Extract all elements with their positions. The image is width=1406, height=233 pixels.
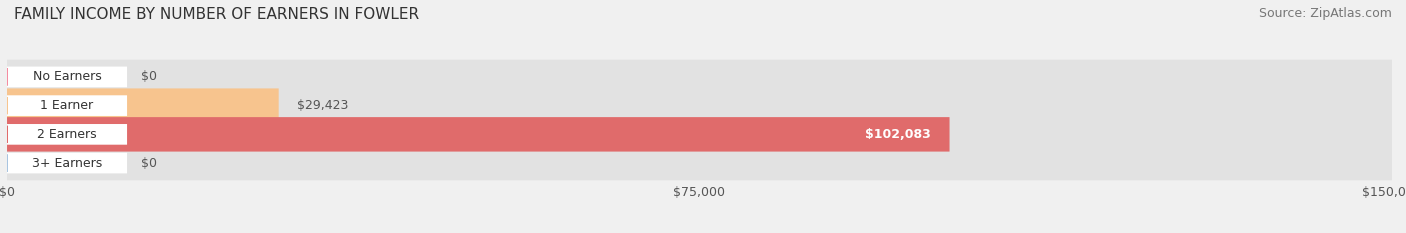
FancyBboxPatch shape xyxy=(7,117,949,152)
FancyBboxPatch shape xyxy=(7,88,1392,123)
Text: 3+ Earners: 3+ Earners xyxy=(32,157,103,170)
FancyBboxPatch shape xyxy=(7,124,127,145)
Text: $0: $0 xyxy=(141,70,157,83)
Text: Source: ZipAtlas.com: Source: ZipAtlas.com xyxy=(1258,7,1392,20)
FancyBboxPatch shape xyxy=(7,60,1392,94)
FancyBboxPatch shape xyxy=(7,146,1392,180)
Text: No Earners: No Earners xyxy=(32,70,101,83)
FancyBboxPatch shape xyxy=(7,95,127,116)
FancyBboxPatch shape xyxy=(7,88,278,123)
Text: 2 Earners: 2 Earners xyxy=(37,128,97,141)
FancyBboxPatch shape xyxy=(7,153,127,173)
FancyBboxPatch shape xyxy=(7,117,1392,152)
Text: $29,423: $29,423 xyxy=(297,99,349,112)
Text: $102,083: $102,083 xyxy=(865,128,931,141)
Text: FAMILY INCOME BY NUMBER OF EARNERS IN FOWLER: FAMILY INCOME BY NUMBER OF EARNERS IN FO… xyxy=(14,7,419,22)
Text: $0: $0 xyxy=(141,157,157,170)
FancyBboxPatch shape xyxy=(7,67,127,87)
Text: 1 Earner: 1 Earner xyxy=(41,99,94,112)
